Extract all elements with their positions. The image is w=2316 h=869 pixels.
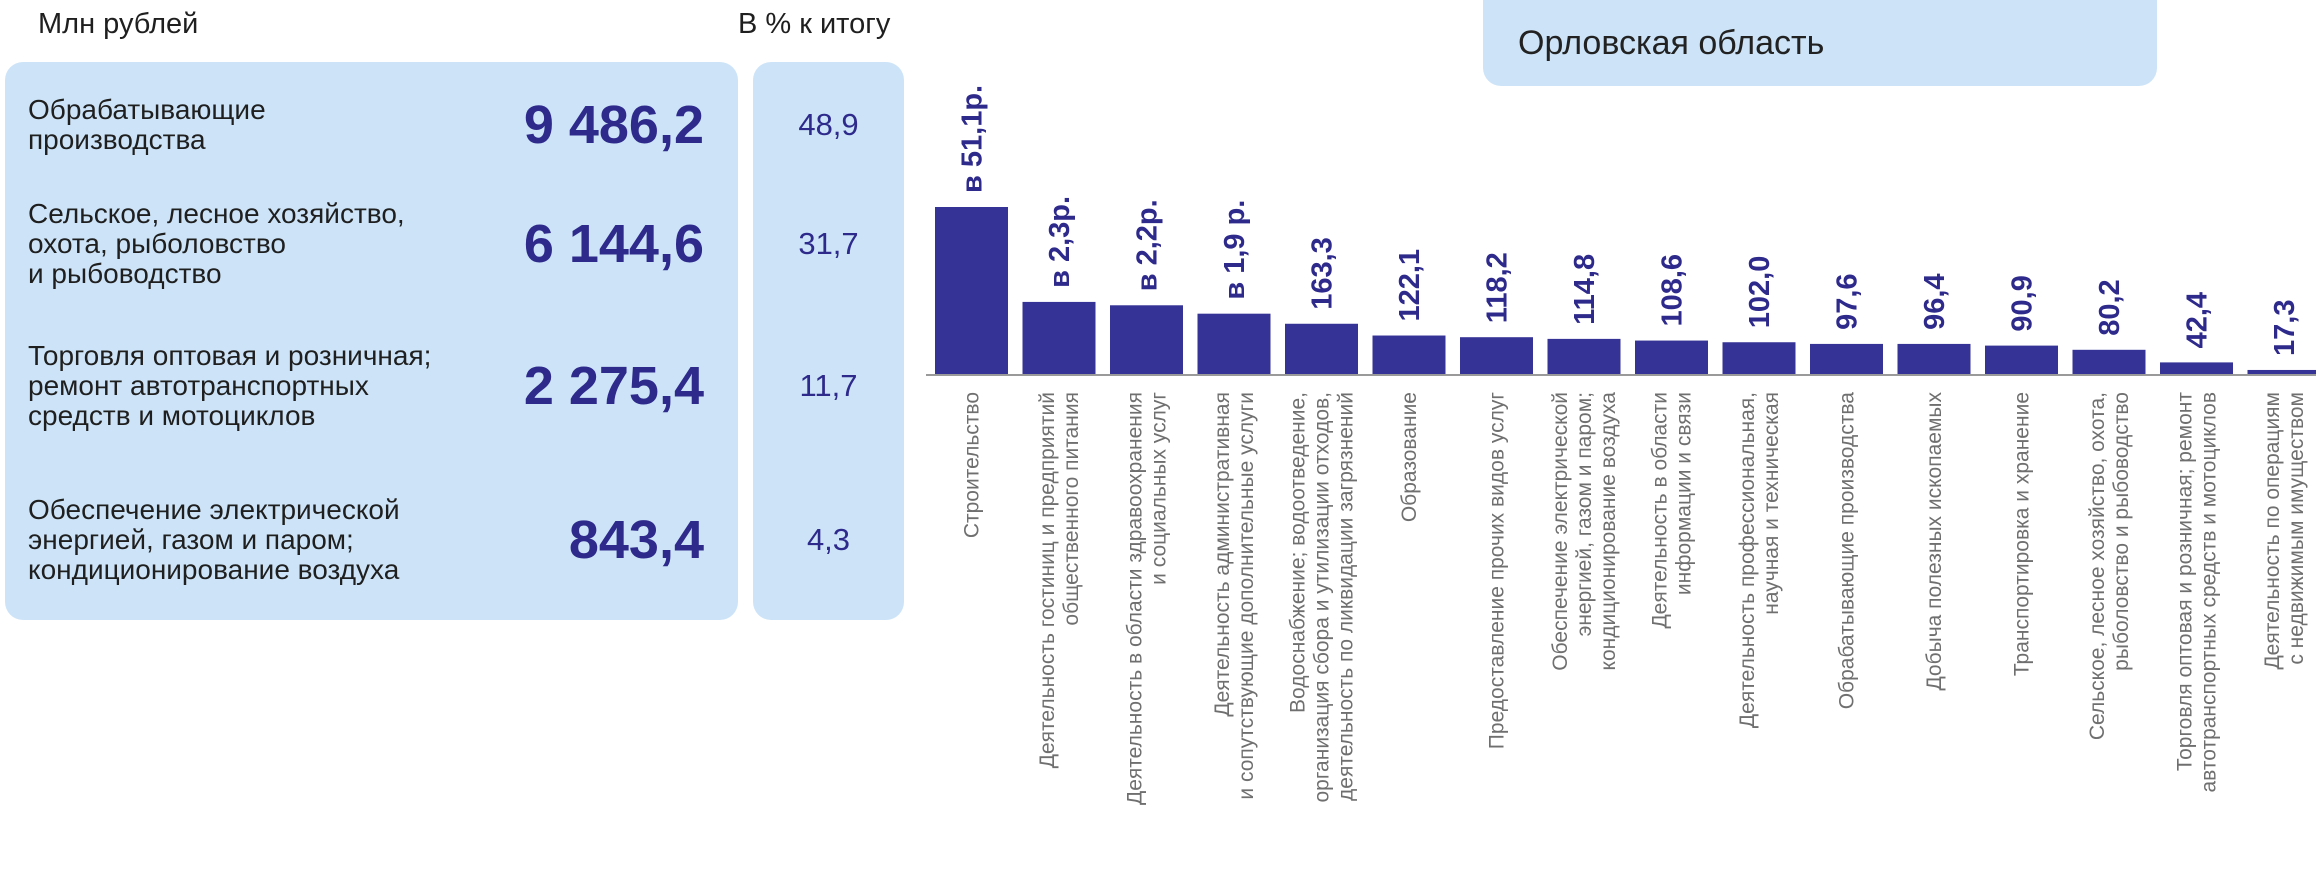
category-label-line: Водоснабжение; водоотведение, — [1287, 392, 1310, 713]
category-label: Водоснабжение; водоотведение, организация… — [1287, 392, 1358, 803]
category-label-line: Предоставление прочих видов услуг — [1486, 392, 1509, 750]
bar-value-label: 102,0 — [1744, 256, 1776, 329]
category-label-line: и социальных услуг — [1148, 392, 1171, 585]
category-label: Деятельность профессиональная, научная и … — [1736, 392, 1783, 728]
row-label: Торговля оптовая и розничная; ремонт авт… — [28, 340, 432, 431]
bar — [935, 207, 1008, 375]
bar-value-label: 97,6 — [1832, 273, 1864, 329]
category-label-line: энергией, газом и паром; — [1573, 392, 1596, 636]
bar-value-label: в 2,3р. — [1044, 196, 1076, 288]
category-label: Предоставление прочих видов услуг — [1486, 392, 1509, 750]
category-label: Торговля оптовая и розничная; ремонт авто… — [2174, 392, 2221, 793]
category-label: Обеспечение электрической энергией, газом… — [1549, 392, 1620, 671]
category-label: Деятельность гостиниц и предприятий общес… — [1036, 392, 1083, 768]
category-label-line: организация сбора и утилизации отходов, — [1311, 392, 1334, 803]
category-label-line: Обеспечение электрической — [1549, 392, 1572, 671]
region-panel — [1483, 0, 2157, 86]
category-label: Строительство — [961, 392, 984, 538]
row-value: 2 275,4 — [523, 356, 704, 416]
category-label: Обрабатывающие производства — [1836, 392, 1859, 710]
category-label: Деятельность в области информации и связи — [1649, 392, 1696, 629]
table-row: Обрабатывающие производства 9 486,2 48,9 — [0, 95, 2316, 156]
bar — [1197, 313, 1271, 375]
bar — [1110, 305, 1183, 375]
category-label-line: с недвижимым имуществом — [2285, 392, 2308, 665]
bar-value-label: 163,3 — [1307, 237, 1339, 310]
category-label-line: кондиционирование воздуха — [1597, 392, 1620, 671]
bar-value-label: в 2,2р. — [1132, 199, 1164, 291]
bar — [1635, 340, 1708, 375]
bar — [1810, 343, 1883, 375]
row-value: 843,4 — [568, 510, 704, 570]
category-label-line: научная и техническая — [1760, 392, 1783, 615]
bar-value-label: 122,1 — [1394, 249, 1426, 322]
bar — [1547, 338, 1621, 375]
bar-value-label: 114,8 — [1569, 254, 1601, 325]
category-label-line: Деятельность в области здравоохранения — [1124, 392, 1147, 805]
bar-value-label: 118,2 — [1482, 252, 1514, 323]
category-label: Сельское, лесное хозяйство, охота, рыболо… — [2086, 392, 2133, 740]
category-label-line: Деятельность в области — [1649, 392, 1672, 629]
bar-value-label: 108,6 — [1657, 254, 1689, 327]
row-value: 9 486,2 — [523, 95, 704, 155]
values-panel — [5, 62, 738, 620]
bar — [2160, 362, 2233, 375]
category-label: Деятельность в области здравоохранения и … — [1124, 392, 1171, 805]
category-label-line: Деятельность гостиниц и предприятий — [1036, 392, 1059, 768]
category-label-line: Деятельность по операциям — [2261, 392, 2284, 670]
percent-title: В % к итогу — [738, 8, 891, 40]
row-label: Сельское, лесное хозяйство, охота, рыбол… — [28, 198, 405, 289]
category-label: Деятельность административная и сопутству… — [1211, 392, 1258, 800]
category-label-line: Деятельность административная — [1211, 392, 1234, 717]
category-label-line: Деятельность профессиональная, — [1736, 392, 1759, 728]
table-row: Торговля оптовая и розничная; ремонт авт… — [0, 341, 2316, 431]
bar-value-label: в 51,1р. — [957, 85, 989, 193]
category-label-line: Торговля оптовая и розничная; ремонт — [2174, 392, 2197, 771]
bar-value-label: 42,4 — [2182, 292, 2214, 348]
category-label-line: рыболовство и рыбоводство — [2110, 392, 2133, 671]
bar — [1285, 323, 1358, 375]
row-percent: 48,9 — [798, 107, 859, 142]
category-label-line: Строительство — [961, 392, 984, 538]
category-label-line: автотранспортных средств и мотоциклов — [2198, 392, 2221, 793]
category-label-line: информации и связи — [1673, 392, 1696, 595]
table-row: Сельское, лесное хозяйство, охота, рыбол… — [0, 199, 2316, 289]
row-value: 6 144,6 — [523, 214, 704, 274]
bar — [1022, 301, 1096, 375]
category-label: Транспортировка и хранение — [2011, 392, 2034, 676]
bar-value-label: 96,4 — [1919, 273, 1951, 329]
category-label-line: Обрабатывающие производства — [1836, 392, 1859, 710]
bar — [2072, 349, 2146, 375]
percent-panel — [753, 62, 904, 620]
category-label-line: Транспортировка и хранение — [2011, 392, 2034, 676]
bar — [1897, 343, 1971, 375]
category-label-line: Добыча полезных ископаемых — [1923, 392, 1946, 691]
table-row: Обеспечение электрической энергией, газо… — [0, 495, 2316, 585]
category-label: Деятельность по операциям с недвижимым им… — [2261, 392, 2308, 670]
bar — [1722, 342, 1796, 375]
bar-value-label: 17,3 — [2269, 300, 2301, 356]
bar-value-label: 80,2 — [2094, 279, 2126, 335]
category-label: Добыча полезных ископаемых — [1923, 392, 1946, 691]
bar — [1372, 335, 1446, 375]
bar — [1985, 345, 2058, 375]
category-label-line: деятельность по ликвидации загрязнений — [1335, 392, 1358, 801]
row-label: Обрабатывающие производства — [28, 94, 266, 155]
category-label-line: общественного питания — [1060, 392, 1083, 626]
bar-value-label: в 1,9 р. — [1219, 200, 1251, 300]
bar-value-label: 90,9 — [2007, 275, 2039, 331]
bar — [1460, 337, 1533, 375]
region-name: Орловская область — [1518, 24, 1825, 62]
row-label: Обеспечение электрической энергией, газо… — [28, 494, 400, 585]
row-percent: 31,7 — [798, 226, 859, 261]
row-percent: 4,3 — [806, 522, 851, 557]
category-label: Образование — [1398, 392, 1421, 522]
row-percent: 11,7 — [799, 368, 858, 403]
bar — [2247, 369, 2316, 375]
unit-title: Млн рублей — [38, 8, 199, 40]
category-label-line: и сопутствующие дополнительные услуги — [1235, 392, 1258, 800]
category-label-line: Образование — [1398, 392, 1421, 522]
category-label-line: Сельское, лесное хозяйство, охота, — [2086, 392, 2109, 740]
